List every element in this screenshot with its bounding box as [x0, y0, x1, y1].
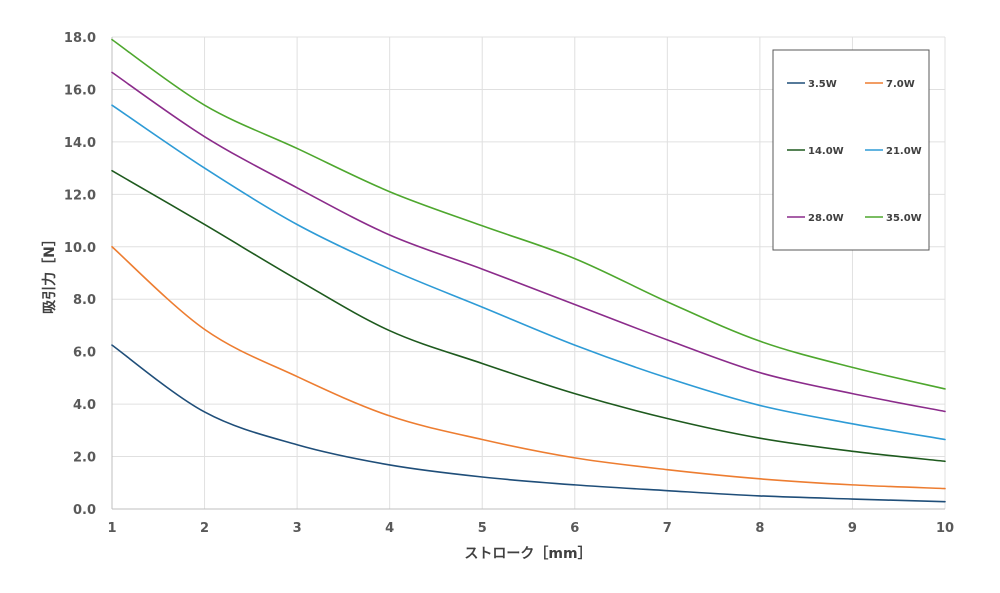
legend-label: 7.0W — [886, 79, 915, 90]
legend-items: 3.5W 7.0W 14.0W 21.0W 28.0W 35.0W — [787, 79, 922, 224]
series-line-21-0w — [111, 104, 946, 441]
x-tick-label: 9 — [848, 521, 857, 536]
x-tick-label: 8 — [755, 521, 764, 536]
y-tick-label: 6.0 — [73, 346, 96, 361]
series-lines — [111, 38, 946, 503]
legend-label: 35.0W — [886, 213, 922, 224]
series-line-7-0w — [111, 245, 946, 490]
y-tick-label: 16.0 — [64, 83, 96, 98]
x-tick-label: 10 — [936, 521, 954, 536]
x-tick-label: 1 — [107, 521, 116, 536]
x-tick-label: 6 — [570, 521, 579, 536]
y-tick-label: 14.0 — [64, 136, 96, 151]
series-line-35-0w — [111, 38, 946, 390]
y-tick-labels: 0.0 2.0 4.0 6.0 8.0 10.0 12.0 14.0 16.0 18.0 — [64, 31, 96, 518]
series-line-28-0w — [111, 71, 946, 413]
x-tick-label: 7 — [663, 521, 672, 536]
y-tick-label: 18.0 — [64, 31, 96, 46]
y-tick-label: 0.0 — [73, 503, 96, 518]
x-axis-title: ストローク［mm］ — [464, 545, 591, 562]
series-line-3-5w — [111, 344, 946, 503]
x-tick-label: 4 — [385, 521, 394, 536]
x-tick-labels: 1 2 3 4 5 6 7 8 9 10 — [107, 521, 954, 536]
series-line-14-0w — [111, 169, 946, 463]
legend-label: 21.0W — [886, 146, 922, 157]
legend-label: 3.5W — [808, 79, 837, 90]
legend-label: 28.0W — [808, 213, 844, 224]
y-axis-title: 吸引力［N］ — [41, 232, 58, 314]
x-tick-label: 2 — [200, 521, 209, 536]
x-tick-label: 3 — [293, 521, 302, 536]
legend: 3.5W 7.0W 14.0W 21.0W 28.0W 35.0W — [772, 49, 930, 251]
y-tick-label: 2.0 — [73, 451, 96, 466]
y-tick-label: 12.0 — [64, 188, 96, 203]
y-tick-label: 10.0 — [64, 241, 96, 256]
x-tick-label: 5 — [478, 521, 487, 536]
axes — [111, 37, 945, 510]
y-tick-label: 4.0 — [73, 398, 96, 413]
y-tick-label: 8.0 — [73, 293, 96, 308]
legend-label: 14.0W — [808, 146, 844, 157]
